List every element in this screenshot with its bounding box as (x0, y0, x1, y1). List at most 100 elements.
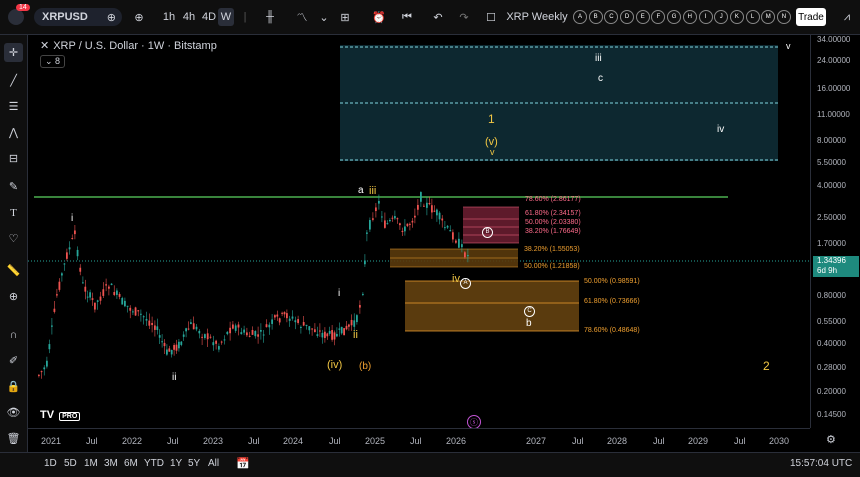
menu-avatar[interactable]: 14 (4, 4, 30, 26)
interval-W[interactable]: W (218, 8, 234, 26)
alert-d[interactable]: D (620, 10, 635, 24)
range-3m[interactable]: 3M (104, 458, 118, 469)
alert-icon[interactable]: ⏰ (372, 11, 386, 24)
alert-f[interactable]: F (651, 10, 666, 24)
range-5d[interactable]: 5D (64, 458, 77, 469)
candle-body (464, 252, 466, 258)
candle-body (262, 334, 265, 336)
candle-body (53, 308, 56, 312)
trash-icon[interactable]: 🗑 (6, 433, 21, 445)
indicators-icon[interactable]: 〽 (296, 12, 308, 24)
candle-body (158, 335, 161, 338)
candle-body (345, 325, 348, 330)
magnet-icon[interactable]: ∩ (9, 328, 18, 341)
layout-icon[interactable]: ☐ (486, 11, 496, 24)
symbol-text: XRPUSD (42, 11, 88, 23)
candle-body (369, 220, 371, 230)
candle-body (243, 329, 245, 333)
ruler-icon[interactable]: 📏 (6, 265, 21, 277)
alert-h[interactable]: H (682, 10, 697, 24)
alert-c[interactable]: C (604, 10, 619, 24)
range-ytd[interactable]: YTD (144, 458, 164, 469)
candle-type-icon[interactable]: ╫ (266, 11, 274, 23)
fib-mid-382: 38.20% (1.55053) (524, 246, 580, 253)
wave-A-label: A (460, 275, 471, 289)
alert-l[interactable]: L (745, 10, 760, 24)
time-axis[interactable]: 2021 Jul 2022 Jul 2023 Jul 2024 Jul 2025… (28, 428, 836, 453)
candle-body (142, 316, 145, 318)
alert-n[interactable]: N (776, 10, 791, 24)
alert-k[interactable]: K (729, 10, 744, 24)
chart-settings-icon[interactable]: ⩘ (843, 10, 851, 23)
alert-e[interactable]: E (635, 10, 650, 24)
range-1y[interactable]: 1Y (170, 458, 183, 469)
horizontal-lines-icon[interactable]: ☰ (8, 101, 19, 113)
candle-body (283, 312, 286, 315)
range-all[interactable]: All (208, 458, 220, 469)
text-icon[interactable]: T (10, 206, 17, 219)
zoom-in-icon[interactable]: ⊕ (8, 291, 19, 303)
crosshair-icon[interactable]: ✛ (4, 43, 23, 62)
range-1d[interactable]: 1D (44, 458, 57, 469)
axis-settings-icon[interactable]: ⚙ (826, 434, 836, 446)
candle-body (96, 300, 99, 302)
alert-i[interactable]: I (698, 10, 713, 24)
candle-body (74, 230, 76, 235)
fib-box-upper[interactable] (463, 207, 519, 243)
price-axis[interactable]: 34.00000 24.00000 16.00000 11.00000 8.00… (810, 35, 860, 428)
pro-badge: PRO (59, 412, 81, 421)
wave-C-label: C (524, 303, 535, 317)
pencil-lock-icon[interactable]: ✐ (8, 355, 19, 367)
candle-body (163, 342, 166, 347)
indicators-toggle[interactable]: ⌄ 8 (40, 55, 66, 68)
fib-box-lower[interactable] (405, 281, 579, 331)
alert-g[interactable]: G (667, 10, 682, 24)
alert-j[interactable]: J (714, 10, 729, 24)
compare-icon[interactable]: ⊕ (106, 11, 116, 24)
candle-body (308, 326, 311, 331)
date-range-icon[interactable]: 📅 (236, 458, 250, 470)
candle-body (79, 267, 82, 272)
chevron-down-icon[interactable]: ⌄ (319, 11, 329, 24)
templates-icon[interactable]: ⊞ (340, 11, 350, 24)
utc-clock[interactable]: 15:57:04 UTC (790, 458, 853, 469)
candle-body (48, 344, 51, 350)
replay-icon[interactable]: ⏮ (402, 10, 412, 23)
interval-1h[interactable]: 1h (162, 11, 176, 23)
candle-body (190, 322, 192, 325)
alert-b[interactable]: B (588, 10, 603, 24)
candle-body (260, 330, 262, 332)
brush-icon[interactable]: ✎ (8, 181, 19, 193)
symbol-search[interactable]: XRPUSD ⊕ (34, 8, 122, 26)
range-6m[interactable]: 6M (124, 458, 138, 469)
lock-icon[interactable]: 🔒 (6, 381, 21, 393)
redo-icon[interactable]: ↷ (459, 11, 469, 24)
interval-4D[interactable]: 4D (201, 11, 217, 23)
eye-icon[interactable]: 👁 (6, 407, 21, 419)
close-icon[interactable]: ✕ (40, 40, 50, 52)
interval-4h[interactable]: 4h (182, 11, 196, 23)
layout-name[interactable]: XRP Weekly (506, 11, 568, 23)
candle-body (66, 252, 68, 259)
chart-pane[interactable]: ✕ XRP / U.S. Dollar · 1W · Bitstamp ⌄ 8 i… (28, 35, 810, 429)
price-chart (28, 45, 810, 379)
alert-a[interactable]: A (573, 10, 587, 24)
alert-m[interactable]: M (761, 10, 776, 24)
trendline-icon[interactable]: ╱ (10, 75, 17, 87)
fib-icon[interactable]: ⊟ (8, 153, 19, 165)
candle-body (113, 292, 116, 295)
candle-body (156, 326, 159, 331)
candle-body (173, 345, 175, 350)
pattern-icon[interactable]: ⋀ (8, 127, 19, 139)
add-symbol-icon[interactable]: ⊕ (134, 11, 144, 24)
wave-c-top-label: c (598, 73, 603, 84)
heart-icon[interactable]: ♡ (8, 233, 19, 245)
trade-button[interactable]: Trade (796, 8, 826, 26)
event-marker-icon[interactable]: ⓢ (467, 415, 481, 429)
range-1m[interactable]: 1M (84, 458, 98, 469)
candle-body (338, 328, 341, 330)
candle-body (372, 218, 374, 220)
candle-body (389, 220, 391, 222)
range-5y[interactable]: 5Y (188, 458, 201, 469)
undo-icon[interactable]: ↶ (433, 11, 443, 24)
